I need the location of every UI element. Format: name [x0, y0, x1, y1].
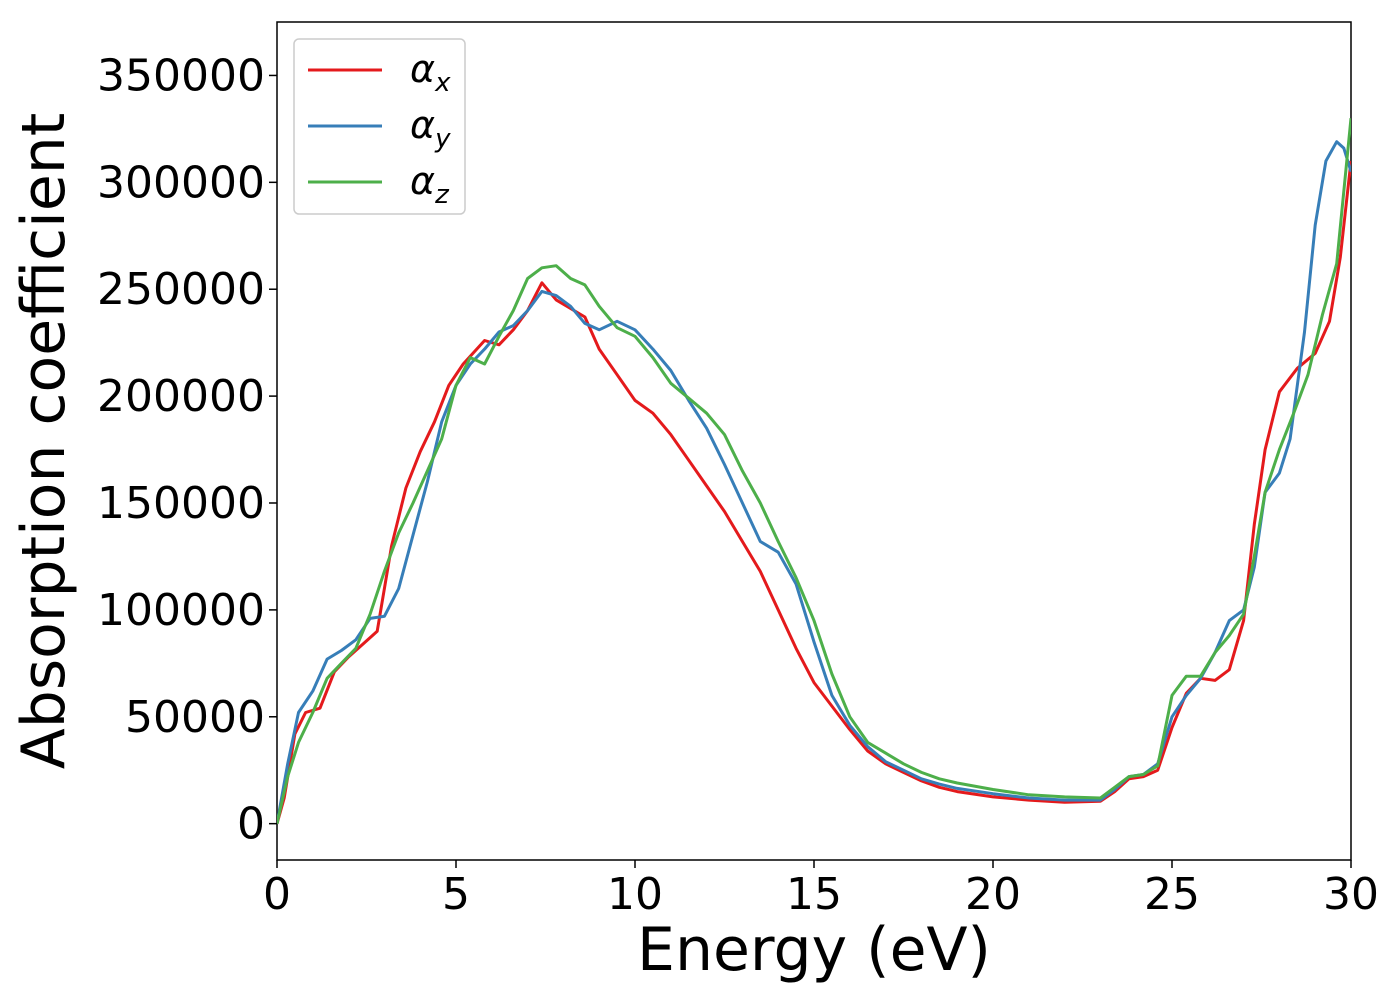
- y-axis: 0 50000 100000 150000 200000 250000 300000 3500…: [97, 50, 277, 850]
- legend-label-alpha-x: αx: [410, 47, 451, 98]
- x-axis-title: Energy (eV): [637, 915, 991, 985]
- series-lines: [277, 118, 1351, 825]
- x-tick-label: 5: [442, 869, 470, 920]
- x-tick-label: 30: [1323, 869, 1379, 920]
- legend-label-alpha-y: αy: [410, 103, 451, 154]
- x-tick-label: 10: [607, 869, 663, 920]
- series-line-alpha-z: [277, 118, 1351, 825]
- x-axis: 0 5 10 15 20 25 30: [263, 860, 1379, 920]
- y-tick-label: 50000: [125, 692, 265, 743]
- x-tick-label: 0: [263, 869, 291, 920]
- y-tick-label: 300000: [97, 157, 265, 208]
- y-tick-label: 350000: [97, 50, 265, 101]
- y-tick-label: 100000: [97, 585, 265, 636]
- series-line-alpha-y: [277, 140, 1351, 824]
- y-tick-label: 200000: [97, 371, 265, 422]
- y-tick-label: 150000: [97, 478, 265, 529]
- x-tick-label: 25: [1144, 869, 1200, 920]
- y-tick-label: 250000: [97, 264, 265, 315]
- x-tick-label: 20: [965, 869, 1021, 920]
- x-tick-label: 15: [786, 869, 842, 920]
- y-axis-title: Absorption coefficient: [9, 113, 79, 770]
- series-line-alpha-x: [277, 160, 1351, 825]
- legend-label-alpha-z: αz: [410, 159, 450, 210]
- y-tick-label: 0: [237, 799, 265, 850]
